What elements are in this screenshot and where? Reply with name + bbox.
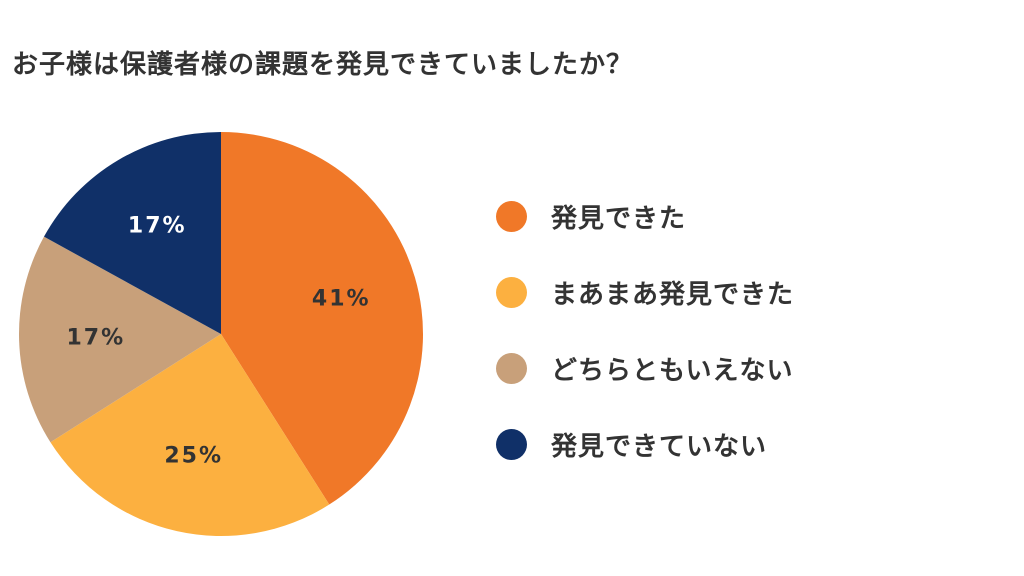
legend-swatch <box>496 276 527 308</box>
legend-label: 発見できた <box>551 203 687 234</box>
legend: 発見できた まあまあ発見できた どちらともいえない 発見できていない <box>496 196 794 500</box>
slice-value-label: 41% <box>312 287 371 312</box>
legend-item: まあまあ発見できた <box>496 272 794 312</box>
legend-label: どちらともいえない <box>551 355 794 386</box>
legend-label: 発見できていない <box>551 431 768 462</box>
legend-label: まあまあ発見できた <box>551 279 795 310</box>
chart-title: お子様は保護者様の課題を発見できていましたか？ <box>12 50 634 80</box>
slice-value-label: 17% <box>66 325 125 350</box>
pie-slice <box>43 132 221 334</box>
slice-value-label: 17% <box>128 214 187 239</box>
legend-swatch <box>496 200 527 232</box>
legend-swatch <box>496 352 527 384</box>
legend-swatch <box>496 428 527 460</box>
legend-item: 発見できた <box>496 196 794 236</box>
slice-value-label: 25% <box>164 444 223 469</box>
legend-item: どちらともいえない <box>496 348 794 388</box>
pie-slice <box>221 132 423 505</box>
legend-item: 発見できていない <box>496 424 794 464</box>
pie-slice <box>18 236 221 443</box>
pie-slice <box>50 334 330 536</box>
